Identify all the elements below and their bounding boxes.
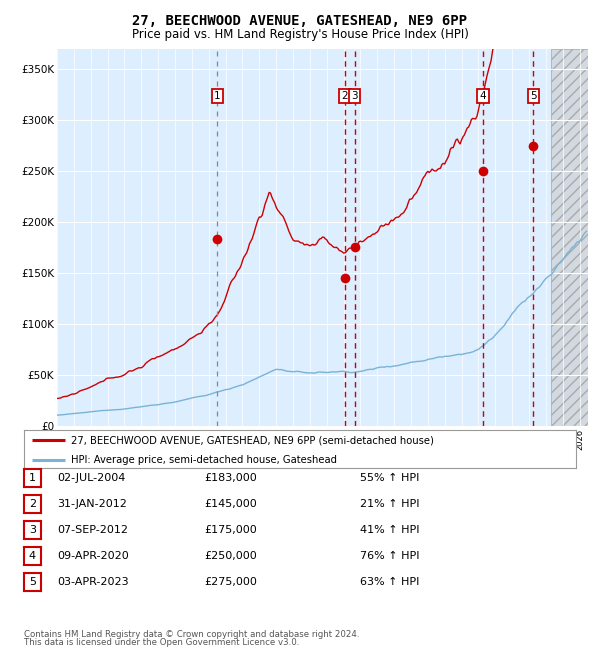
Text: £275,000: £275,000 bbox=[204, 577, 257, 587]
Text: 1: 1 bbox=[214, 91, 220, 101]
Text: HPI: Average price, semi-detached house, Gateshead: HPI: Average price, semi-detached house,… bbox=[71, 455, 337, 465]
Text: 2: 2 bbox=[341, 91, 348, 101]
Text: 2: 2 bbox=[29, 499, 36, 509]
Text: 09-APR-2020: 09-APR-2020 bbox=[57, 551, 129, 561]
Text: 27, BEECHWOOD AVENUE, GATESHEAD, NE9 6PP: 27, BEECHWOOD AVENUE, GATESHEAD, NE9 6PP bbox=[133, 14, 467, 29]
Text: 1: 1 bbox=[29, 473, 36, 483]
Text: 07-SEP-2012: 07-SEP-2012 bbox=[57, 525, 128, 535]
Text: 4: 4 bbox=[29, 551, 36, 561]
Text: £175,000: £175,000 bbox=[204, 525, 257, 535]
Text: £250,000: £250,000 bbox=[204, 551, 257, 561]
Text: 41% ↑ HPI: 41% ↑ HPI bbox=[360, 525, 419, 535]
Text: 4: 4 bbox=[479, 91, 486, 101]
Text: £145,000: £145,000 bbox=[204, 499, 257, 509]
Text: Price paid vs. HM Land Registry's House Price Index (HPI): Price paid vs. HM Land Registry's House … bbox=[131, 28, 469, 41]
Text: 5: 5 bbox=[29, 577, 36, 587]
Bar bbox=[551, 49, 588, 426]
Text: 21% ↑ HPI: 21% ↑ HPI bbox=[360, 499, 419, 509]
Text: 5: 5 bbox=[530, 91, 536, 101]
Text: 02-JUL-2004: 02-JUL-2004 bbox=[57, 473, 125, 483]
Text: £183,000: £183,000 bbox=[204, 473, 257, 483]
Text: 27, BEECHWOOD AVENUE, GATESHEAD, NE9 6PP (semi-detached house): 27, BEECHWOOD AVENUE, GATESHEAD, NE9 6PP… bbox=[71, 436, 434, 445]
Text: This data is licensed under the Open Government Licence v3.0.: This data is licensed under the Open Gov… bbox=[24, 638, 299, 647]
Bar bbox=[551, 49, 588, 426]
Text: 76% ↑ HPI: 76% ↑ HPI bbox=[360, 551, 419, 561]
Text: 3: 3 bbox=[29, 525, 36, 535]
Text: 3: 3 bbox=[352, 91, 358, 101]
Text: 55% ↑ HPI: 55% ↑ HPI bbox=[360, 473, 419, 483]
Text: 63% ↑ HPI: 63% ↑ HPI bbox=[360, 577, 419, 587]
Text: 03-APR-2023: 03-APR-2023 bbox=[57, 577, 128, 587]
Text: 31-JAN-2012: 31-JAN-2012 bbox=[57, 499, 127, 509]
Text: Contains HM Land Registry data © Crown copyright and database right 2024.: Contains HM Land Registry data © Crown c… bbox=[24, 630, 359, 639]
